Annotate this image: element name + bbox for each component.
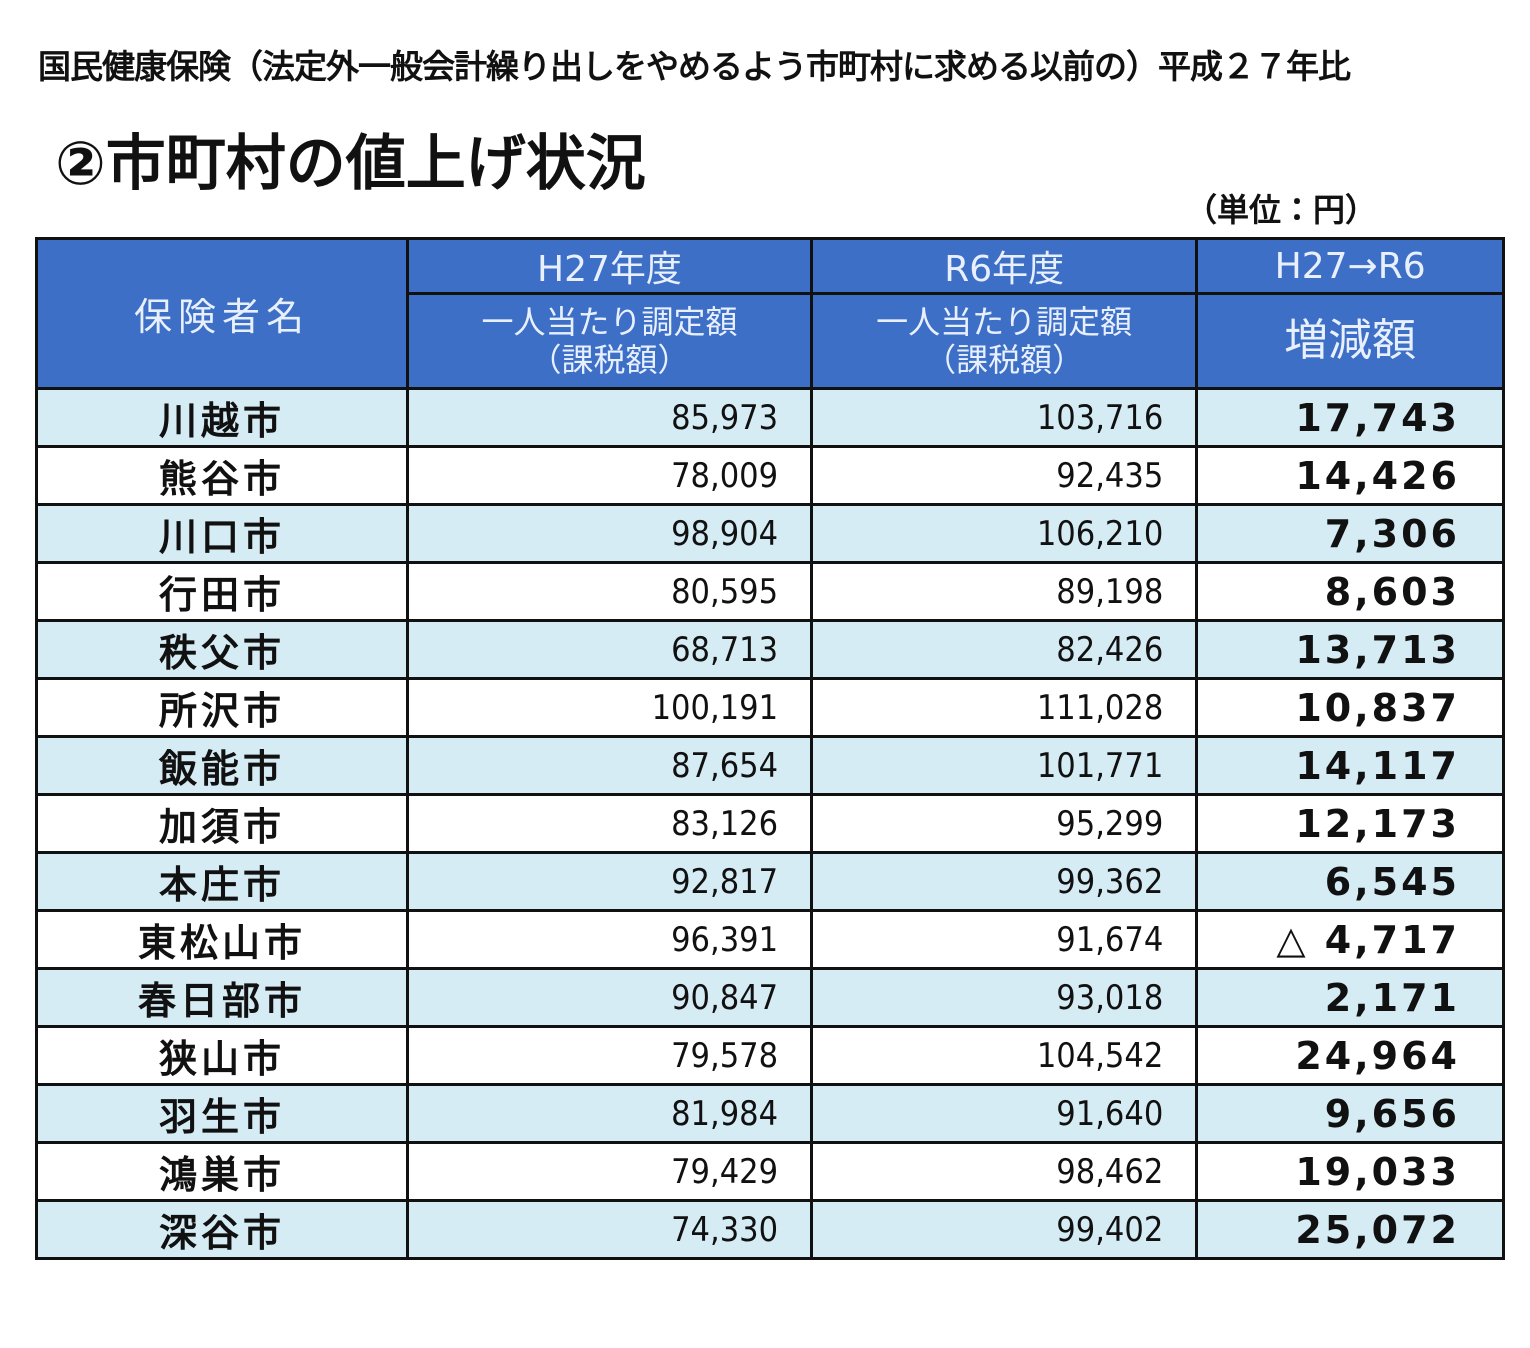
table-cell: 7,306: [1195, 503, 1505, 564]
table-cell: 74,330: [405, 1199, 814, 1260]
table-cell: 79,578: [405, 1025, 814, 1086]
table-cell: 川口市: [35, 503, 409, 564]
table-cell: 6,545: [1195, 851, 1505, 912]
table-cell: 24,964: [1195, 1025, 1505, 1086]
table-row: 飯能市 87,654 101,771 14,117: [35, 735, 1505, 796]
table: 保険者名 H27年度 R6年度 H27→R6 一人当たり調定額 （課税額） 一人当…: [35, 237, 1505, 1260]
table-cell: 68,713: [405, 619, 814, 680]
header-cell: 増減額: [1195, 292, 1505, 390]
table-row: 鴻巣市 79,429 98,462 19,033: [35, 1141, 1505, 1202]
table-cell: 9,656: [1195, 1083, 1505, 1144]
table-row: 行田市 80,595 89,198 8,603: [35, 561, 1505, 622]
table-row: 東松山市 96,391 91,674 △ 4,717: [35, 909, 1505, 970]
table-cell: 96,391: [405, 909, 814, 970]
table-cell: 17,743: [1195, 387, 1505, 448]
table-cell: 78,009: [405, 445, 814, 506]
table-cell: 行田市: [35, 561, 409, 622]
table-row: 秩父市 68,713 82,426 13,713: [35, 619, 1505, 680]
table-cell: 99,402: [810, 1199, 1199, 1260]
table-cell: 25,072: [1195, 1199, 1505, 1260]
table-cell: 100,191: [405, 677, 814, 738]
title: 国民健康保険（法定外一般会計繰り出しをやめるよう市町村に求める以前の）平成２７年…: [38, 47, 1351, 86]
table-cell: 14,117: [1195, 735, 1505, 796]
table-cell: 狭山市: [35, 1025, 409, 1086]
table-cell: 85,973: [405, 387, 814, 448]
table-cell: 東松山市: [35, 909, 409, 970]
header-cell: H27年度: [405, 237, 814, 295]
table-cell: 鴻巣市: [35, 1141, 409, 1202]
header-text: （課税額）: [924, 341, 1085, 379]
header-cell: 一人当たり調定額 （課税額）: [810, 292, 1199, 390]
table-cell: 83,126: [405, 793, 814, 854]
table-cell: 91,640: [810, 1083, 1199, 1144]
table-row: 深谷市 74,330 99,402 25,072: [35, 1199, 1505, 1260]
table-row: 加須市 83,126 95,299 12,173: [35, 793, 1505, 854]
table-cell: 98,904: [405, 503, 814, 564]
header-text: 一人当たり調定額: [876, 303, 1133, 341]
table-cell: 90,847: [405, 967, 814, 1028]
table-cell: 92,435: [810, 445, 1199, 506]
table-cell: 89,198: [810, 561, 1199, 622]
table-cell: 飯能市: [35, 735, 409, 796]
table-cell: 春日部市: [35, 967, 409, 1028]
table-body: 川越市 85,973 103,716 17,743 熊谷市 78,009 92,435 14,…: [35, 387, 1505, 1260]
table-cell: 8,603: [1195, 561, 1505, 622]
table-cell: 羽生市: [35, 1083, 409, 1144]
table-cell: 13,713: [1195, 619, 1505, 680]
table-cell: △ 4,717: [1195, 909, 1505, 970]
table-row: 狭山市 79,578 104,542 24,964: [35, 1025, 1505, 1086]
table-row: 熊谷市 78,009 92,435 14,426: [35, 445, 1505, 506]
table-cell: 82,426: [810, 619, 1199, 680]
table-cell: 92,817: [405, 851, 814, 912]
header-cell: 保険者名: [35, 237, 409, 390]
table-cell: 本庄市: [35, 851, 409, 912]
table-cell: 111,028: [810, 677, 1199, 738]
table-row: 川越市 85,973 103,716 17,743: [35, 387, 1505, 448]
table-cell: 川越市: [35, 387, 409, 448]
table-row: 羽生市 81,984 91,640 9,656: [35, 1083, 1505, 1144]
table-cell: 12,173: [1195, 793, 1505, 854]
table-cell: 103,716: [810, 387, 1199, 448]
table-row: 川口市 98,904 106,210 7,306: [35, 503, 1505, 564]
table-cell: 95,299: [810, 793, 1199, 854]
header-cell: 一人当たり調定額 （課税額）: [405, 292, 814, 390]
subtitle: ②市町村の値上げ状況: [55, 129, 646, 199]
table-cell: 98,462: [810, 1141, 1199, 1202]
table-cell: 87,654: [405, 735, 814, 796]
table-cell: 79,429: [405, 1141, 814, 1202]
table-cell: 91,674: [810, 909, 1199, 970]
table-cell: 14,426: [1195, 445, 1505, 506]
table-cell: 101,771: [810, 735, 1199, 796]
table-cell: 深谷市: [35, 1199, 409, 1260]
table-cell: 2,171: [1195, 967, 1505, 1028]
table-cell: 所沢市: [35, 677, 409, 738]
header-text: （課税額）: [529, 341, 690, 379]
table-row: 春日部市 90,847 93,018 2,171: [35, 967, 1505, 1028]
table-cell: 加須市: [35, 793, 409, 854]
table-cell: 80,595: [405, 561, 814, 622]
table-row: 本庄市 92,817 99,362 6,545: [35, 851, 1505, 912]
table-cell: 99,362: [810, 851, 1199, 912]
table-cell: 19,033: [1195, 1141, 1505, 1202]
table-cell: 熊谷市: [35, 445, 409, 506]
header-cell: R6年度: [810, 237, 1199, 295]
header-cell: H27→R6: [1195, 237, 1505, 295]
header-text: 一人当たり調定額: [481, 303, 738, 341]
table-cell: 106,210: [810, 503, 1199, 564]
unit: （単位：円）: [1185, 191, 1378, 229]
table-cell: 93,018: [810, 967, 1199, 1028]
table-cell: 10,837: [1195, 677, 1505, 738]
table-cell: 81,984: [405, 1083, 814, 1144]
table-cell: 104,542: [810, 1025, 1199, 1086]
table-cell: 秩父市: [35, 619, 409, 680]
table-row: 所沢市 100,191 111,028 10,837: [35, 677, 1505, 738]
